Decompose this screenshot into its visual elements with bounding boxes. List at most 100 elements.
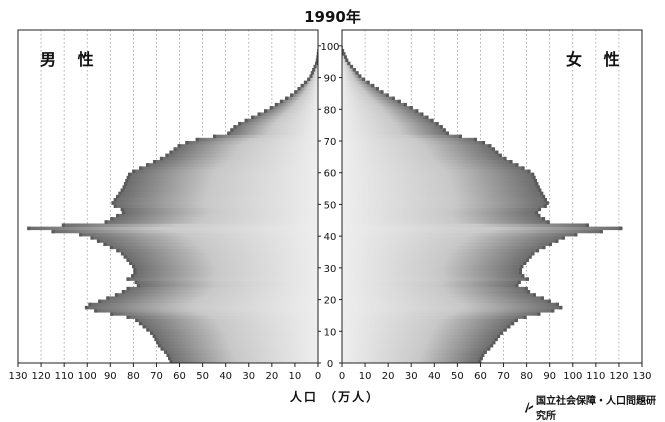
age-tick-label: 0: [327, 359, 333, 370]
female-bar: [342, 131, 449, 134]
female-bar-edge: [342, 52, 345, 55]
female-bar-edge: [544, 204, 547, 207]
male-bar-edge: [304, 81, 307, 84]
male-bar: [27, 227, 318, 230]
female-bar: [342, 246, 546, 249]
male-bar: [105, 220, 318, 223]
male-bar-edge: [270, 106, 273, 109]
male-bar-edge: [168, 357, 171, 360]
female-bar: [342, 271, 522, 274]
female-bar: [342, 192, 543, 195]
female-bar-edge: [381, 90, 384, 93]
male-bar-edge: [238, 122, 241, 125]
male-bar-edge: [115, 293, 118, 296]
male-bar: [62, 223, 318, 226]
male-bar-edge: [124, 182, 127, 185]
male-bar-edge: [258, 112, 261, 115]
male-bar-edge: [173, 147, 176, 150]
male-bar-edge: [94, 309, 97, 312]
male-bar-edge: [135, 319, 138, 322]
male-bar-edge: [166, 353, 169, 356]
x-tick-label: 40: [219, 371, 232, 382]
male-bar-edge: [103, 242, 106, 245]
female-bar: [342, 227, 622, 230]
male-bar-edge: [126, 277, 129, 280]
male-bar-edge: [264, 109, 267, 112]
female-bar-edge: [520, 265, 523, 268]
male-bar: [126, 258, 318, 261]
female-bar: [342, 325, 510, 328]
male-bar-edge: [311, 71, 314, 74]
male-bar: [135, 281, 318, 284]
female-bar: [342, 198, 547, 201]
male-bar: [127, 176, 318, 179]
female-bar-edge: [537, 214, 540, 217]
male-bar-edge: [121, 189, 124, 192]
x-tick-label: 30: [405, 371, 418, 382]
male-bar-edge: [133, 271, 136, 274]
male-bar: [143, 325, 318, 328]
male-bar: [137, 284, 318, 287]
male-bar-edge: [135, 281, 138, 284]
male-bar-edge: [128, 173, 131, 176]
female-bar-edge: [356, 71, 359, 74]
female-bar: [342, 338, 498, 341]
female-bar: [342, 163, 519, 166]
female-bar: [342, 204, 547, 207]
male-bar-edge: [62, 223, 65, 226]
x-tick-label: 100: [563, 371, 582, 382]
male-bar-edge: [116, 214, 119, 217]
male-bar: [116, 214, 318, 217]
female-bar-edge: [574, 233, 577, 236]
female-bar-edge: [367, 81, 370, 84]
female-bar-edge: [559, 306, 562, 309]
x-tick-label: 80: [127, 371, 140, 382]
female-bar-edge: [529, 255, 532, 258]
female-bar: [342, 135, 462, 138]
male-bar: [166, 353, 318, 356]
female-bar-edge: [499, 154, 502, 157]
female-bar: [342, 201, 549, 204]
female-bar-edge: [410, 106, 413, 109]
female-bar: [342, 144, 491, 147]
male-bar-edge: [118, 192, 121, 195]
male-bar: [122, 211, 318, 214]
male-bar-edge: [122, 290, 125, 293]
age-tick-label: 30: [324, 264, 337, 275]
male-bar: [251, 116, 318, 119]
age-tick-label: 90: [324, 74, 337, 85]
x-tick-label: 20: [382, 371, 395, 382]
female-bar: [342, 357, 483, 360]
female-bar-edge: [547, 220, 550, 223]
male-bar: [160, 157, 318, 160]
x-tick-label: 40: [428, 371, 441, 382]
male-bar-edge: [88, 303, 91, 306]
male-bar-edge: [110, 246, 113, 249]
male-bar: [51, 230, 318, 233]
x-tick-label: 50: [451, 371, 464, 382]
female-bar-edge: [541, 296, 544, 299]
male-bar-edge: [230, 128, 233, 131]
x-tick-label: 20: [265, 371, 278, 382]
female-bar-edge: [519, 271, 522, 274]
female-bar-edge: [548, 300, 551, 303]
female-bar: [342, 214, 540, 217]
female-bar: [342, 344, 493, 347]
female-bar-edge: [495, 338, 498, 341]
female-bar-edge: [555, 239, 558, 242]
female-bar-edge: [490, 344, 493, 347]
female-bar: [342, 125, 443, 128]
female-bar-edge: [398, 100, 401, 103]
male-bar: [139, 166, 318, 169]
male-bar: [118, 192, 318, 195]
male-bar: [238, 122, 318, 125]
female-bar-edge: [516, 284, 519, 287]
female-bar-edge: [556, 303, 559, 306]
female-bar: [342, 106, 413, 109]
female-bar-edge: [533, 176, 536, 179]
female-bar-edge: [353, 68, 356, 71]
x-axis-label: 人口 （万人）: [280, 388, 390, 405]
female-bar: [342, 265, 523, 268]
male-bar: [90, 236, 318, 239]
female-bar-edge: [507, 325, 510, 328]
